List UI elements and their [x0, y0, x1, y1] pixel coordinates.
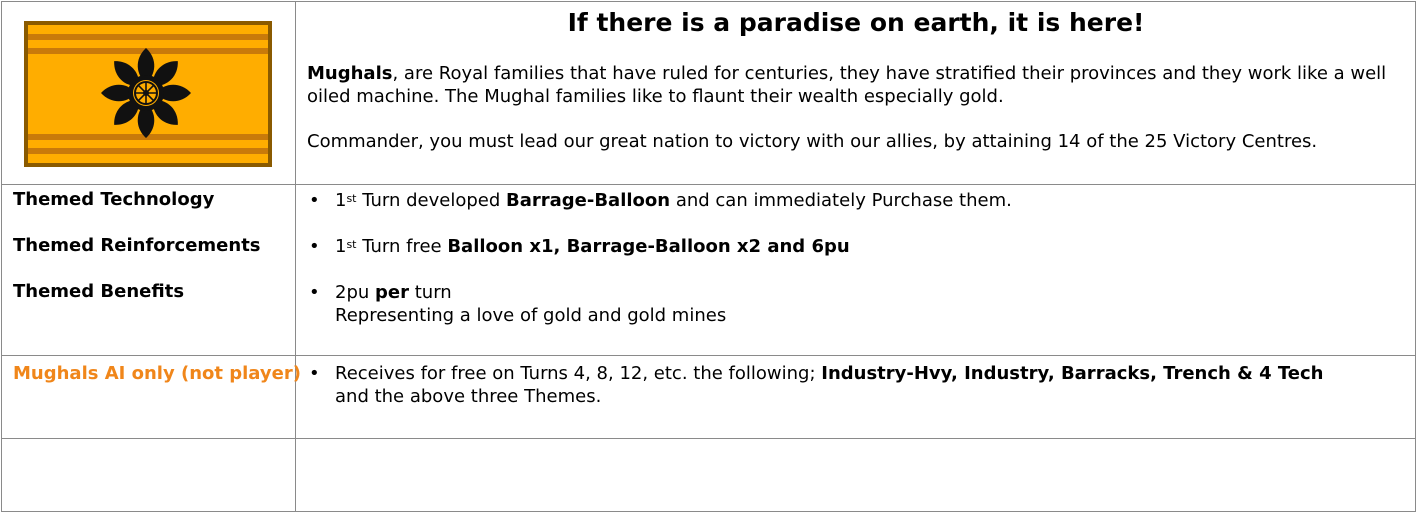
ai-bonus-text: Receives for free on Turns 4, 8, 12, etc… [335, 363, 1324, 384]
table-border-bottom [1, 511, 1416, 512]
empty-row [2, 439, 1415, 511]
mission-statement: Commander, you must lead our great natio… [307, 131, 1318, 152]
intro-text: , are Royal families that have ruled for… [392, 63, 1387, 84]
bullet-icon: • [309, 190, 320, 211]
intro-paragraph-line2: oiled machine. The Mughal families like … [307, 86, 1004, 107]
bullet-icon: • [309, 363, 320, 384]
themed-benefits-text: 2pu per turn [335, 282, 452, 303]
table-border-top [1, 1, 1416, 2]
themed-benefits-text-line2: Representing a love of gold and gold min… [335, 305, 727, 326]
mughal-flag [24, 21, 272, 167]
themed-reinforcements-label: Themed Reinforcements [13, 235, 261, 256]
bullet-icon: • [309, 236, 320, 257]
themed-benefits-label: Themed Benefits [13, 281, 185, 302]
themed-technology-text: 1st Turn developed Barrage-Balloon and c… [335, 190, 1012, 211]
table-row-divider [1, 355, 1416, 356]
page-title: If there is a paradise on earth, it is h… [567, 8, 1145, 37]
themed-reinforcements-text: 1st Turn free Balloon x1, Barrage-Balloo… [335, 236, 850, 257]
ai-only-label: Mughals AI only (not player) [13, 363, 301, 384]
faction-name: Mughals [307, 63, 393, 84]
table-row-divider [1, 438, 1416, 439]
bullet-icon: • [309, 282, 320, 303]
table-column-divider [295, 1, 296, 512]
intro-paragraph: Mughals, are Royal families that have ru… [307, 62, 1386, 85]
table-row-divider [1, 184, 1416, 185]
lotus-wheel-flag-icon [24, 21, 272, 167]
ai-bonus-text-line2: and the above three Themes. [335, 386, 602, 407]
table-border-right [1415, 1, 1416, 512]
themed-technology-label: Themed Technology [13, 189, 215, 210]
table-border-left [1, 1, 2, 512]
